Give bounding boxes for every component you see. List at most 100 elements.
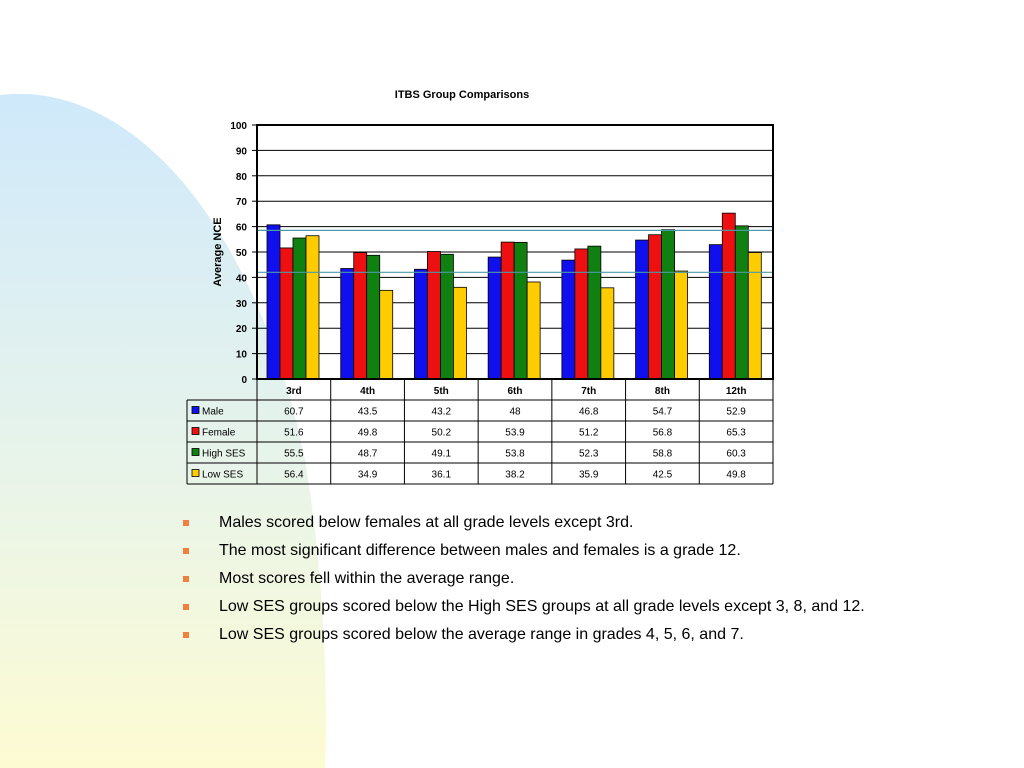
data-label: 60.3 bbox=[726, 449, 746, 460]
data-label: 43.2 bbox=[432, 407, 452, 418]
data-label: 65.3 bbox=[726, 428, 746, 439]
data-label: 58.8 bbox=[653, 449, 673, 460]
data-label: 42.5 bbox=[653, 470, 673, 481]
data-label: 38.2 bbox=[505, 470, 525, 481]
plot-frame bbox=[256, 124, 774, 380]
x-tick-label: 6th bbox=[508, 386, 523, 397]
y-tick-label: 40 bbox=[236, 273, 248, 284]
data-label: 60.7 bbox=[284, 407, 304, 418]
bar-female bbox=[427, 251, 441, 380]
bar-female bbox=[574, 248, 589, 380]
legend-swatch bbox=[191, 448, 200, 456]
y-axis-label: Average NCE bbox=[212, 217, 224, 286]
x-tick-label: 5th bbox=[434, 386, 449, 397]
bar-high-ses bbox=[366, 254, 381, 380]
bullet-text: Low SES groups scored below the High SES… bbox=[219, 598, 865, 615]
data-label: 49.1 bbox=[432, 449, 452, 460]
y-tick-label: 30 bbox=[236, 299, 248, 310]
bar-female bbox=[648, 234, 662, 380]
data-label: 49.8 bbox=[726, 470, 746, 481]
bar-male bbox=[266, 224, 281, 380]
data-label: 34.9 bbox=[358, 470, 378, 481]
data-label: 50.2 bbox=[432, 428, 452, 439]
bar-high-ses bbox=[734, 225, 749, 380]
bar-male bbox=[635, 239, 649, 380]
legend-label: Female bbox=[202, 428, 236, 439]
data-label: 49.8 bbox=[358, 428, 378, 439]
legend-label: Male bbox=[202, 407, 224, 418]
bullet-item: The most significant difference between … bbox=[182, 540, 972, 562]
bullet-square-icon bbox=[183, 548, 189, 554]
legend-label: Low SES bbox=[202, 470, 243, 481]
bar-female bbox=[353, 252, 368, 380]
bar-female bbox=[279, 247, 294, 380]
y-tick-label: 50 bbox=[236, 248, 248, 259]
bar-male bbox=[340, 268, 355, 380]
chart-title: ITBS Group Comparisons bbox=[395, 89, 529, 101]
bar-female bbox=[500, 241, 515, 380]
y-tick-label: 80 bbox=[236, 172, 248, 183]
x-tick-label: 12th bbox=[726, 386, 747, 397]
bullet-text: Most scores fell within the average rang… bbox=[219, 570, 515, 587]
legend-swatch bbox=[191, 427, 200, 435]
bar-male bbox=[561, 259, 576, 380]
y-tick-label: 0 bbox=[241, 375, 247, 386]
data-label: 55.5 bbox=[284, 449, 304, 460]
data-label: 51.6 bbox=[284, 428, 304, 439]
y-tick-label: 10 bbox=[236, 350, 248, 361]
x-tick-label: 7th bbox=[581, 386, 596, 397]
bullet-text: Males scored below females at all grade … bbox=[219, 514, 634, 531]
bar-high-ses bbox=[587, 245, 602, 380]
data-label: 52.9 bbox=[726, 407, 746, 418]
bullet-square-icon bbox=[183, 632, 189, 638]
bullet-square-icon bbox=[183, 604, 189, 610]
bar-high-ses bbox=[292, 237, 307, 380]
x-tick-label: 3rd bbox=[286, 386, 302, 397]
bar-male bbox=[487, 256, 502, 380]
data-label: 53.8 bbox=[505, 449, 525, 460]
bar-male bbox=[414, 268, 428, 380]
bar-low-ses bbox=[674, 270, 688, 380]
data-label: 43.5 bbox=[358, 407, 378, 418]
bar-female bbox=[721, 212, 736, 380]
y-tick-label: 100 bbox=[230, 121, 247, 132]
bar-low-ses bbox=[379, 289, 394, 380]
data-label: 54.7 bbox=[653, 407, 673, 418]
bullet-item: Males scored below females at all grade … bbox=[182, 512, 972, 534]
bar-high-ses bbox=[661, 229, 675, 380]
data-label: 56.8 bbox=[653, 428, 673, 439]
legend-swatch bbox=[191, 406, 200, 414]
data-label: 53.9 bbox=[505, 428, 525, 439]
bullet-text: Low SES groups scored below the average … bbox=[219, 626, 744, 643]
data-label: 52.3 bbox=[579, 449, 599, 460]
bar-male bbox=[708, 244, 723, 380]
bar-high-ses bbox=[440, 253, 454, 380]
bar-high-ses bbox=[513, 241, 528, 380]
bullet-item: Most scores fell within the average rang… bbox=[182, 568, 972, 590]
data-label: 56.4 bbox=[284, 470, 304, 481]
bullet-square-icon bbox=[183, 520, 189, 526]
data-label: 36.1 bbox=[432, 470, 452, 481]
data-label: 35.9 bbox=[579, 470, 599, 481]
y-tick-label: 70 bbox=[236, 197, 248, 208]
bullet-square-icon bbox=[183, 576, 189, 582]
data-label: 48 bbox=[509, 407, 521, 418]
data-label: 51.2 bbox=[579, 428, 599, 439]
bar-low-ses bbox=[600, 287, 615, 380]
legend-swatch bbox=[191, 469, 200, 477]
y-tick-label: 60 bbox=[236, 223, 248, 234]
y-tick-label: 20 bbox=[236, 324, 248, 335]
bar-low-ses bbox=[526, 281, 541, 380]
y-tick-label: 90 bbox=[236, 146, 248, 157]
bullet-item: Low SES groups scored below the average … bbox=[182, 624, 972, 646]
data-label: 48.7 bbox=[358, 449, 378, 460]
x-tick-label: 8th bbox=[655, 386, 670, 397]
legend-label: High SES bbox=[202, 449, 246, 460]
bar-low-ses bbox=[305, 235, 320, 380]
bar-low-ses bbox=[453, 286, 467, 380]
data-label: 46.8 bbox=[579, 407, 599, 418]
bar-low-ses bbox=[747, 252, 762, 380]
bullet-item: Low SES groups scored below the High SES… bbox=[182, 596, 972, 618]
